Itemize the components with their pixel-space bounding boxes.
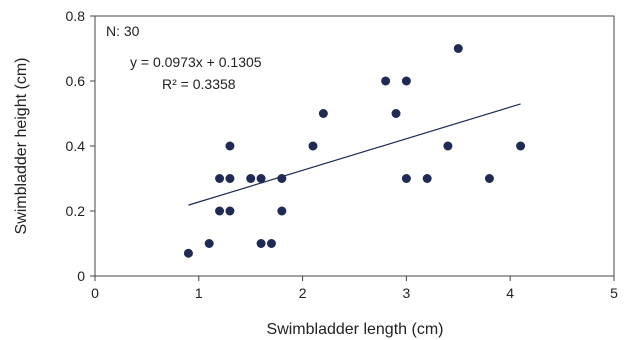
y-tick-label: 0.2	[66, 203, 86, 219]
n-label: N: 30	[106, 23, 140, 39]
data-point	[225, 206, 235, 216]
data-point	[215, 174, 225, 183]
x-tick-label: 0	[91, 285, 99, 301]
data-point	[256, 239, 266, 248]
data-points	[183, 44, 526, 258]
data-point	[443, 141, 453, 151]
data-point	[453, 44, 463, 53]
y-tick-label: 0.4	[66, 138, 86, 154]
trendline-group	[188, 103, 521, 206]
data-point	[215, 206, 225, 216]
data-point	[422, 174, 432, 183]
data-point	[391, 109, 401, 118]
data-point	[225, 174, 235, 183]
data-point	[484, 174, 494, 183]
y-tick-label: 0.8	[66, 8, 86, 24]
x-tick-label: 5	[610, 285, 618, 301]
x-tick-label: 4	[506, 285, 514, 301]
data-point	[516, 141, 526, 151]
x-axis-title: Swimbladder length (cm)	[267, 321, 444, 338]
equation-label: y = 0.0973x + 0.1305	[130, 54, 262, 70]
data-point	[381, 76, 391, 86]
y-axis-title: Swimbladder height (cm)	[13, 58, 30, 235]
data-point	[318, 109, 328, 118]
r-squared-label: R² = 0.3358	[162, 76, 236, 92]
trendline	[188, 103, 521, 206]
y-tick-label: 0.6	[66, 73, 86, 89]
x-tick-label: 1	[195, 285, 203, 301]
data-point	[225, 141, 235, 151]
data-point	[401, 174, 411, 183]
data-point	[246, 174, 256, 183]
data-point	[266, 239, 276, 248]
data-point	[183, 248, 193, 258]
axis-ticks: 0 1 2 3 4 5 0 0.2 0.4 0.6 0.8	[66, 8, 619, 301]
x-tick-label: 2	[299, 285, 307, 301]
data-point	[204, 239, 214, 248]
data-point	[401, 76, 411, 86]
y-tick-label: 0	[77, 268, 85, 284]
x-tick-label: 3	[403, 285, 411, 301]
data-point	[277, 206, 287, 216]
data-point	[256, 174, 266, 183]
data-point	[277, 174, 287, 183]
data-point	[308, 141, 318, 151]
